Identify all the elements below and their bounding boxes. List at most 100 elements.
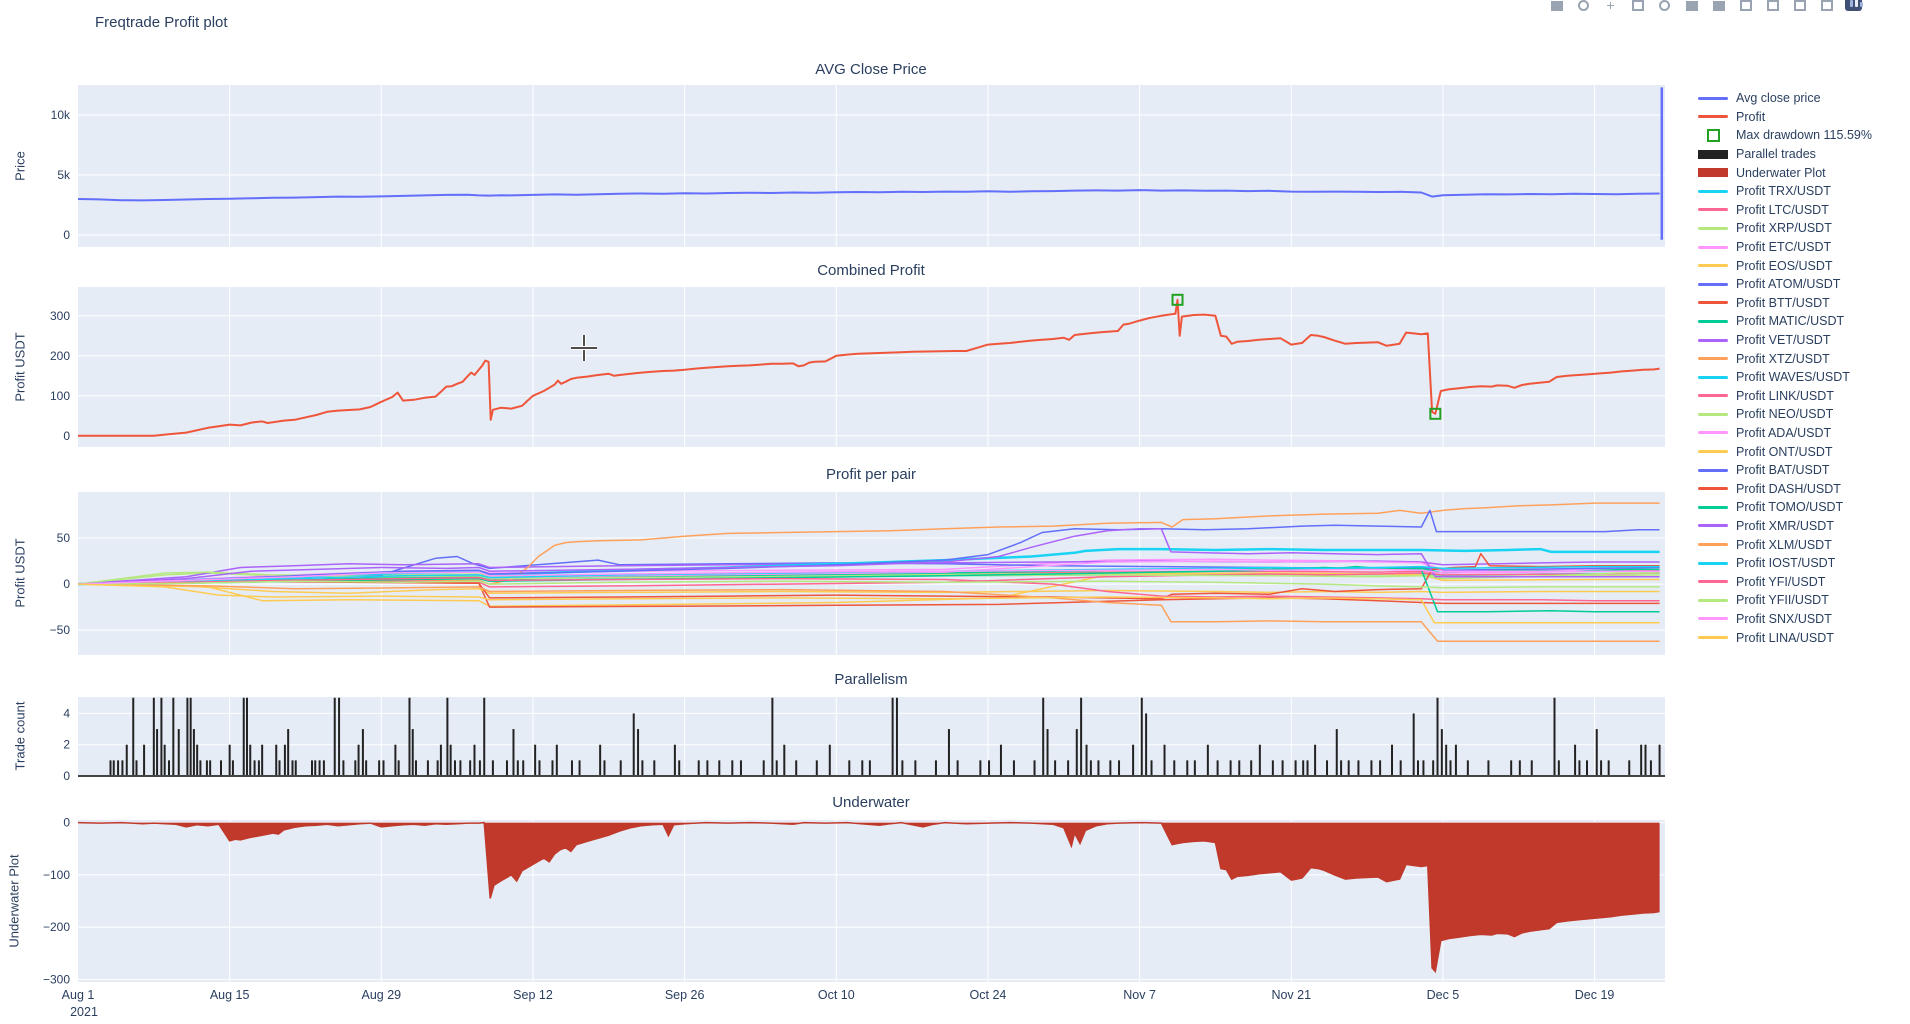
legend-item-max-drawdown-115-59-[interactable]: Max drawdown 115.59% <box>1698 126 1908 145</box>
subplot-title-avg-close-price: AVG Close Price <box>815 61 927 78</box>
legend-label: Profit LTC/USDT <box>1736 202 1829 217</box>
legend-item-profit-bat-usdt[interactable]: Profit BAT/USDT <box>1698 461 1908 480</box>
legend-item-profit-trx-usdt[interactable]: Profit TRX/USDT <box>1698 182 1908 201</box>
legend-line-swatch-icon <box>1698 115 1728 119</box>
y-tick-label: 0 <box>63 816 70 830</box>
autoscale-icon[interactable] <box>1737 0 1754 11</box>
legend-item-profit-etc-usdt[interactable]: Profit ETC/USDT <box>1698 238 1908 257</box>
hover-mode-icon[interactable] <box>1818 0 1835 11</box>
series-profit-iost-usdt <box>77 565 1660 585</box>
y-tick-label: −200 <box>43 920 70 934</box>
legend-item-profit-eos-usdt[interactable]: Profit EOS/USDT <box>1698 256 1908 275</box>
y-axis-label-profit-usdt-2: Profit USDT <box>12 538 28 608</box>
legend-item-profit-xrp-usdt[interactable]: Profit XRP/USDT <box>1698 219 1908 238</box>
legend-item-profit-link-usdt[interactable]: Profit LINK/USDT <box>1698 387 1908 406</box>
y-tick-label: 0 <box>63 228 70 242</box>
max-drawdown-marker <box>1171 293 1184 306</box>
x-tick-label: Dec 19 <box>1575 988 1615 1002</box>
x-tick-label: Aug 29 <box>362 988 402 1002</box>
legend-item-profit-lina-usdt[interactable]: Profit LINA/USDT <box>1698 628 1908 647</box>
legend-item-profit-xtz-usdt[interactable]: Profit XTZ/USDT <box>1698 349 1908 368</box>
legend-label: Max drawdown 115.59% <box>1736 128 1872 143</box>
y-tick-label: 300 <box>50 309 70 323</box>
zoom-out-icon[interactable] <box>1710 0 1727 11</box>
series-profit-link-usdt <box>77 572 1660 588</box>
legend-item-profit-dash-usdt[interactable]: Profit DASH/USDT <box>1698 479 1908 498</box>
y-axis-label-price: Price <box>12 151 28 181</box>
pan-icon[interactable]: + <box>1606 0 1615 13</box>
legend-item-profit-matic-usdt[interactable]: Profit MATIC/USDT <box>1698 312 1908 331</box>
y-axis-label-underwater-plot: Underwater Plot <box>6 854 22 948</box>
y-tick-label: 0 <box>63 769 70 783</box>
x-tick-label: Oct 24 <box>970 988 1007 1002</box>
y-tick-label: −300 <box>43 972 70 986</box>
plot-area-1[interactable] <box>78 287 1665 447</box>
legend-item-underwater-plot[interactable]: Underwater Plot <box>1698 163 1908 182</box>
legend-item-parallel-trades[interactable]: Parallel trades <box>1698 145 1908 164</box>
x-tick-label: Dec 5 <box>1427 988 1460 1002</box>
legend-line-swatch-icon <box>1698 375 1728 379</box>
legend-line-swatch-icon <box>1698 149 1728 159</box>
legend-line-swatch-icon <box>1698 487 1728 491</box>
legend-line-swatch-icon <box>1698 524 1728 528</box>
legend-item-profit-neo-usdt[interactable]: Profit NEO/USDT <box>1698 405 1908 424</box>
plotly-modebar: + <box>1548 0 1863 13</box>
zoom-in-icon[interactable] <box>1683 0 1700 11</box>
legend-label: Profit NEO/USDT <box>1736 407 1834 422</box>
legend-line-swatch-icon <box>1698 189 1728 193</box>
x-tick-label: Nov 21 <box>1271 988 1311 1002</box>
legend-line-swatch-icon <box>1698 636 1728 640</box>
x-tick-label: Sep 12 <box>513 988 553 1002</box>
legend-item-profit[interactable]: Profit <box>1698 108 1908 127</box>
subplot-title-profit-per-pair: Profit per pair <box>825 466 917 483</box>
x-tick-label: Sep 26 <box>665 988 705 1002</box>
legend-item-profit-ont-usdt[interactable]: Profit ONT/USDT <box>1698 442 1908 461</box>
legend-label: Underwater Plot <box>1736 165 1826 180</box>
legend-item-profit-snx-usdt[interactable]: Profit SNX/USDT <box>1698 610 1908 629</box>
reset-axes-icon[interactable] <box>1764 0 1781 11</box>
legend-line-swatch-icon <box>1698 168 1728 178</box>
legend-line-swatch-icon <box>1698 505 1728 509</box>
download-plot-icon[interactable] <box>1548 0 1565 11</box>
legend-item-profit-yfii-usdt[interactable]: Profit YFII/USDT <box>1698 591 1908 610</box>
legend-item-profit-tomo-usdt[interactable]: Profit TOMO/USDT <box>1698 498 1908 517</box>
legend-label: Profit ATOM/USDT <box>1736 277 1841 292</box>
legend-item-avg-close-price[interactable]: Avg close price <box>1698 89 1908 108</box>
y-axis-label-trade-count: Trade count <box>12 701 28 771</box>
legend-line-swatch-icon <box>1698 282 1728 286</box>
series-profit-waves-usdt <box>77 547 1660 586</box>
zoom-icon[interactable] <box>1575 0 1592 11</box>
legend-label: Profit XRP/USDT <box>1736 221 1832 236</box>
x-tick-year-label: 2021 <box>70 1005 98 1019</box>
box-select-icon[interactable] <box>1629 0 1646 11</box>
legend-item-profit-btt-usdt[interactable]: Profit BTT/USDT <box>1698 294 1908 313</box>
legend-item-profit-ada-usdt[interactable]: Profit ADA/USDT <box>1698 424 1908 443</box>
legend-item-profit-iost-usdt[interactable]: Profit IOST/USDT <box>1698 554 1908 573</box>
y-tick-label: −100 <box>43 868 70 882</box>
legend-label: Profit XMR/USDT <box>1736 518 1834 533</box>
legend-line-swatch-icon <box>1698 357 1728 361</box>
legend-label: Profit XTZ/USDT <box>1736 351 1830 366</box>
legend-item-profit-ltc-usdt[interactable]: Profit LTC/USDT <box>1698 201 1908 220</box>
legend-item-profit-yfi-usdt[interactable]: Profit YFI/USDT <box>1698 572 1908 591</box>
legend-label: Profit ONT/USDT <box>1736 444 1833 459</box>
subplot-title-parallelism: Parallelism <box>834 671 908 688</box>
legend-label: Parallel trades <box>1736 147 1816 162</box>
legend-label: Profit LINA/USDT <box>1736 630 1834 645</box>
legend-label: Profit IOST/USDT <box>1736 556 1836 571</box>
legend-label: Profit ADA/USDT <box>1736 425 1832 440</box>
y-tick-label: 0 <box>63 429 70 443</box>
legend-item-profit-waves-usdt[interactable]: Profit WAVES/USDT <box>1698 368 1908 387</box>
toggle-spikelines-icon[interactable] <box>1791 0 1808 11</box>
y-tick-label: 0 <box>63 577 70 591</box>
series-profit-snx-usdt <box>77 568 1660 585</box>
legend-line-swatch-icon <box>1698 561 1728 565</box>
legend-item-profit-xmr-usdt[interactable]: Profit XMR/USDT <box>1698 517 1908 536</box>
plot-area-0[interactable] <box>78 85 1665 247</box>
legend-item-profit-atom-usdt[interactable]: Profit ATOM/USDT <box>1698 275 1908 294</box>
plotly-logo[interactable] <box>1845 0 1863 11</box>
legend-item-profit-xlm-usdt[interactable]: Profit XLM/USDT <box>1698 535 1908 554</box>
lasso-select-icon[interactable] <box>1656 0 1673 11</box>
legend-item-profit-vet-usdt[interactable]: Profit VET/USDT <box>1698 331 1908 350</box>
